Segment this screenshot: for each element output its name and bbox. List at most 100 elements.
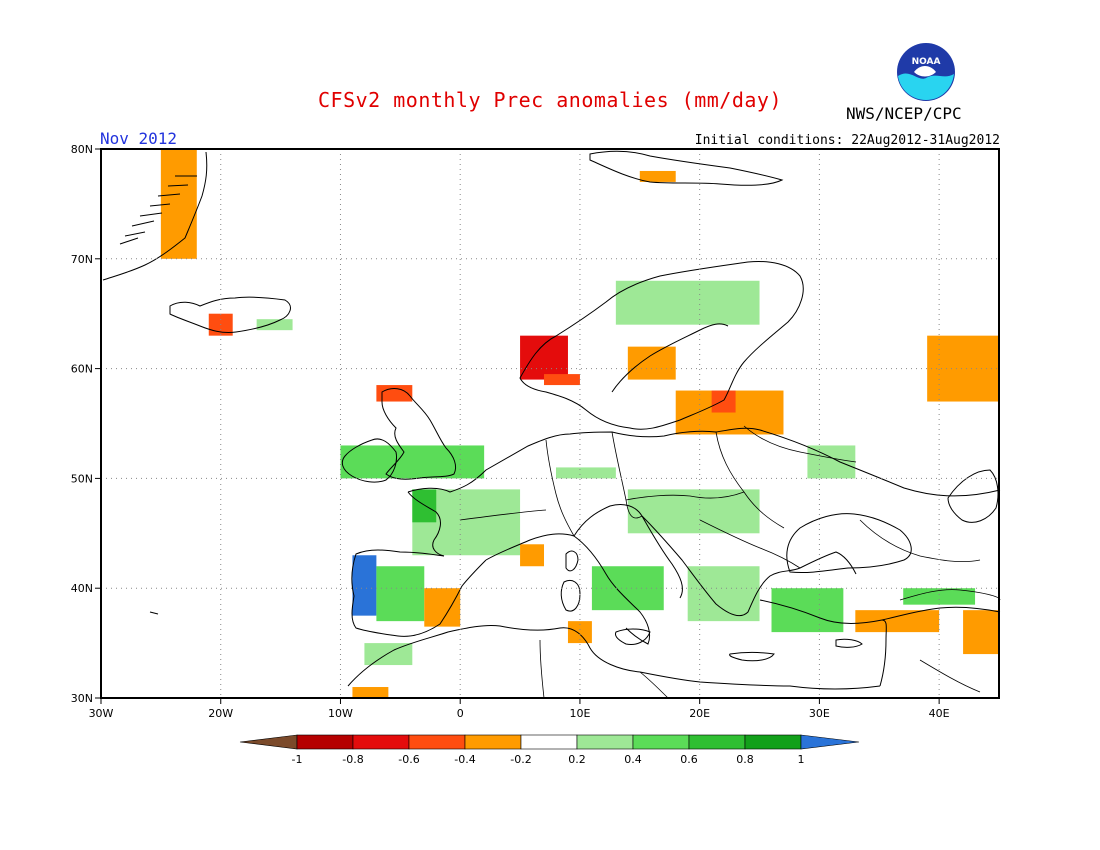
colorbar-label-9: 1 bbox=[798, 753, 805, 766]
agency-label: NWS/NCEP/CPC bbox=[846, 104, 962, 123]
coast-azores bbox=[149, 611, 159, 615]
anomaly-region-1 bbox=[208, 313, 233, 336]
coast-levant bbox=[879, 619, 887, 687]
colorbar-arrow-low bbox=[239, 734, 298, 750]
lon-tick-label-0: 30W bbox=[89, 707, 114, 720]
map-grid bbox=[101, 149, 999, 698]
anomaly-region-12 bbox=[340, 445, 485, 479]
coast-iberia bbox=[351, 549, 487, 637]
anomaly-region-21 bbox=[376, 566, 425, 622]
colorbar-arrow-high bbox=[800, 734, 860, 750]
colorbar-label-4: -0.2 bbox=[510, 753, 531, 766]
coast-cyprus bbox=[835, 638, 863, 648]
colorbar-segment-4 bbox=[520, 734, 578, 750]
colorbar-segment-8 bbox=[744, 734, 802, 750]
coast-balkans bbox=[641, 515, 857, 617]
anomaly-region-5 bbox=[520, 335, 568, 380]
anomaly-region-30 bbox=[520, 544, 545, 567]
noaa-logo-icon: NOAA bbox=[897, 43, 955, 101]
anomaly-region-7 bbox=[615, 280, 760, 325]
anomaly-region-14 bbox=[412, 489, 437, 523]
anomaly-region-20 bbox=[352, 555, 377, 616]
coast-greenland-fjords bbox=[119, 175, 197, 245]
anomaly-region-9 bbox=[675, 390, 784, 435]
colorbar-label-1: -0.8 bbox=[342, 753, 363, 766]
coast-svalbard bbox=[589, 150, 784, 186]
lon-tick-label-2: 10W bbox=[328, 707, 353, 720]
lat-tick-label-0: 80N bbox=[71, 143, 93, 156]
lat-tick-label-5: 30N bbox=[71, 692, 93, 705]
anomaly-layer bbox=[160, 149, 999, 698]
colorbar-segment-3 bbox=[464, 734, 522, 750]
forecast-month: Nov 2012 bbox=[100, 129, 178, 148]
anomaly-region-6 bbox=[544, 374, 580, 386]
anomaly-region-27 bbox=[903, 588, 976, 605]
anomaly-region-2 bbox=[256, 319, 293, 331]
lat-tick-label-3: 50N bbox=[71, 472, 93, 485]
lon-tick-label-7: 40E bbox=[929, 707, 950, 720]
coast-gulf-of-bothnia bbox=[611, 323, 729, 393]
country-borders bbox=[459, 425, 1001, 699]
logo-text: NOAA bbox=[912, 57, 941, 67]
anomaly-region-16 bbox=[627, 489, 760, 534]
anomaly-region-15 bbox=[555, 467, 616, 479]
coast-mediterranean-north bbox=[485, 533, 651, 645]
lon-tick-label-1: 20W bbox=[208, 707, 233, 720]
lat-tick-label-1: 70N bbox=[71, 253, 93, 266]
coast-greenland bbox=[102, 151, 208, 281]
anomaly-region-18 bbox=[687, 566, 760, 622]
chart-title: CFSv2 monthly Prec anomalies (mm/day) bbox=[317, 88, 783, 112]
lon-tick-label-3: 0 bbox=[457, 707, 464, 720]
coast-black-sea bbox=[786, 513, 912, 573]
colorbar-label-2: -0.6 bbox=[398, 753, 419, 766]
coast-europe-mainland bbox=[407, 427, 1001, 497]
coast-great-britain bbox=[381, 388, 457, 480]
initial-conditions: Initial conditions: 22Aug2012-31Aug2012 bbox=[694, 133, 1000, 148]
lon-tick-label-4: 10E bbox=[569, 707, 590, 720]
anomaly-region-22 bbox=[424, 588, 461, 627]
colorbar-segment-2 bbox=[408, 734, 466, 750]
anomaly-region-29 bbox=[807, 445, 856, 479]
anomaly-region-17 bbox=[591, 566, 664, 611]
colorbar-label-6: 0.4 bbox=[624, 753, 642, 766]
colorbar-label-8: 0.8 bbox=[736, 753, 754, 766]
anomaly-region-28 bbox=[963, 610, 999, 655]
anomaly-region-13 bbox=[412, 489, 521, 556]
anomaly-region-19 bbox=[771, 588, 844, 633]
colorbar-label-0: -1 bbox=[292, 753, 303, 766]
coast-france-west bbox=[407, 491, 445, 557]
coast-iceland bbox=[169, 296, 291, 333]
colorbar-segment-7 bbox=[688, 734, 746, 750]
anomaly-region-3 bbox=[639, 170, 676, 182]
coast-sardinia bbox=[560, 580, 581, 612]
lon-tick-label-6: 30E bbox=[809, 707, 830, 720]
coastlines bbox=[102, 150, 1001, 690]
anomaly-region-11 bbox=[927, 335, 999, 402]
colorbar: -1 -0.8 -0.6 -0.4 -0.2 0.2 0.4 0.6 0.8 1 bbox=[239, 734, 860, 766]
lat-tick-label-4: 40N bbox=[71, 582, 93, 595]
map-frame bbox=[100, 148, 1000, 699]
colorbar-label-5: 0.2 bbox=[568, 753, 586, 766]
colorbar-label-3: -0.4 bbox=[454, 753, 475, 766]
colorbar-segment-5 bbox=[576, 734, 634, 750]
coast-turkey-south bbox=[759, 599, 1001, 624]
coast-caspian bbox=[947, 469, 999, 523]
coast-ireland bbox=[341, 438, 397, 483]
coast-italy bbox=[573, 503, 683, 599]
coast-sicily bbox=[615, 628, 651, 645]
coast-corsica bbox=[565, 550, 579, 572]
colorbar-segment-0 bbox=[296, 734, 354, 750]
anomaly-region-25 bbox=[567, 621, 592, 644]
colorbar-segment-6 bbox=[632, 734, 690, 750]
anomaly-region-26 bbox=[855, 610, 940, 633]
axis-ticks: 80N 70N 60N 50N 40N 30N 30W 20W 10W 0 10E 20E 30E 40E bbox=[71, 143, 950, 720]
anomaly-region-24 bbox=[352, 687, 389, 698]
coast-scandinavia bbox=[519, 261, 804, 430]
lon-tick-label-5: 20E bbox=[689, 707, 710, 720]
lat-tick-label-2: 60N bbox=[71, 363, 93, 376]
colorbar-segment-1 bbox=[352, 734, 410, 750]
anomaly-region-23 bbox=[364, 643, 413, 666]
anomaly-region-4 bbox=[376, 385, 413, 402]
colorbar-label-7: 0.6 bbox=[680, 753, 698, 766]
